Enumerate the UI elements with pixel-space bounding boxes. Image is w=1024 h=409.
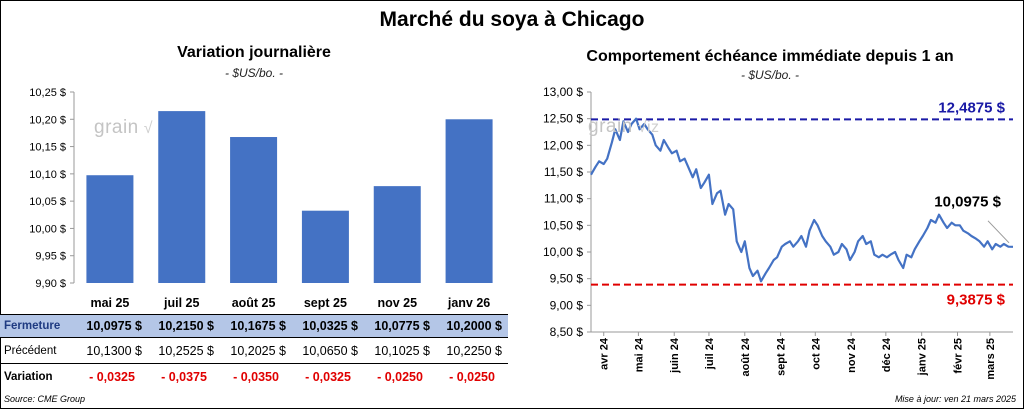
bar-x-axis: mai 25 juil 25 août 25 sept 25 nov 25 janv 26 — [90, 296, 490, 310]
bar — [86, 175, 134, 283]
variation-cell: - 0,0350 — [220, 363, 292, 389]
bar-y-tick-label: 9,90 $ — [35, 278, 66, 290]
right-chart-title: Comportement échéance immédiate depuis 1… — [586, 48, 954, 65]
variation-cell: - 0,0325 — [76, 363, 148, 389]
line-x-tick-label: févr 25 — [953, 338, 965, 373]
prev-cell: 10,1300 $ — [86, 343, 142, 358]
line-y-tick-label: 9,00 $ — [550, 298, 584, 312]
line-x-tick-label: avr 24 — [599, 337, 611, 370]
bar-y-tick-label: 10,25 $ — [29, 87, 66, 99]
line-y-tick-label: 11,50 $ — [544, 165, 583, 179]
line-x-tick-label: oct 24 — [810, 337, 822, 370]
row-label-close: Fermeture — [0, 314, 76, 338]
grain-watermark-right: grain √iz — [588, 116, 660, 137]
line-x-tick-label: janv 25 — [917, 338, 929, 376]
bar-series — [86, 111, 493, 284]
close-cell: 10,0775 $ — [364, 314, 436, 338]
bar-category-label: juil 25 — [163, 296, 199, 310]
bar-category-label: nov 25 — [377, 296, 417, 310]
line-y-tick-label: 11,00 $ — [544, 192, 583, 206]
bar — [158, 111, 206, 283]
line-y-axis: 8,50 $ 9,00 $ 9,50 $ 10,00 $ 10,50 $ 11,00 $ 1… — [543, 85, 1013, 339]
line-y-tick-label: 9,50 $ — [550, 272, 584, 286]
left-chart-unit: - $US/bo. - — [224, 66, 284, 80]
line-x-tick-label: déc 24 — [881, 337, 893, 372]
line-x-tick-label: nov 24 — [846, 337, 858, 373]
last-value-leader — [987, 220, 1010, 244]
close-cell: 10,2000 $ — [436, 314, 508, 338]
bar-category-label: janv 26 — [447, 296, 490, 310]
bar — [230, 137, 278, 283]
line-x-tick-label: juil 24 — [704, 337, 716, 370]
right-chart-unit: - $US/bo. - — [740, 68, 800, 82]
left-chart-title: Variation journalière — [177, 44, 331, 61]
row-label-variation: Variation — [0, 363, 76, 389]
prev-cell: 10,0650 $ — [302, 343, 358, 358]
line-x-axis: avr 24 mai 24 juin 24 juil 24 août 24 sept 24… — [599, 332, 997, 380]
bar — [301, 210, 349, 283]
close-cell: 10,2150 $ — [148, 314, 220, 338]
last-value-label: 10,0975 $ — [934, 194, 1001, 211]
close-cell: 10,0975 $ — [76, 314, 148, 338]
bar-category-label: sept 25 — [304, 296, 347, 310]
line-y-tick-label: 10,00 $ — [543, 245, 583, 259]
grain-watermark-left: grain √ — [94, 117, 153, 138]
table-row-prev: Précédent 10,1300 $ 10,2525 $ 10,2025 $ … — [0, 338, 508, 364]
line-y-tick-label: 12,50 $ — [543, 112, 583, 126]
variation-cell: - 0,0250 — [364, 363, 436, 389]
updated-note: Mise à jour: ven 21 mars 2025 — [894, 394, 1016, 404]
bar-category-label: mai 25 — [90, 296, 129, 310]
bar-y-tick-label: 10,10 $ — [29, 169, 66, 181]
row-label-prev: Précédent — [4, 344, 57, 357]
line-annotations: 12,4875 $ 9,3875 $ 10,0975 $ — [934, 99, 1010, 309]
bar — [373, 186, 421, 283]
low-label: 9,3875 $ — [947, 292, 1006, 309]
variation-cell: - 0,0250 — [436, 363, 508, 389]
bar-y-tick-label: 10,00 $ — [29, 223, 66, 235]
line-chart: 8,50 $ 9,00 $ 9,50 $ 10,00 $ 10,50 $ 11,00 $ 1… — [543, 85, 1014, 380]
prev-cell: 10,2525 $ — [158, 343, 214, 358]
table-row-close: Fermeture 10,0975 $ 10,2150 $ 10,1675 $ … — [0, 314, 508, 338]
table-row-variation: Variation - 0,0325 - 0,0375 - 0,0350 - 0… — [0, 363, 508, 389]
line-x-tick-label: juin 24 — [669, 337, 681, 374]
prev-cell: 10,2250 $ — [446, 343, 502, 358]
close-cell: 10,0325 $ — [292, 314, 364, 338]
bar-chart: 9,90 $ 9,95 $ 10,00 $ 10,05 $ 10,10 $ 10,15 $… — [29, 87, 493, 310]
bar-y-tick-label: 10,15 $ — [29, 142, 66, 154]
line-x-tick-label: sept 24 — [776, 337, 788, 376]
variation-cell: - 0,0325 — [292, 363, 364, 389]
bar-y-tick-label: 9,95 $ — [35, 251, 66, 263]
reference-lines — [591, 118, 1013, 286]
line-y-tick-label: 12,00 $ — [543, 138, 583, 152]
line-y-tick-label: 10,50 $ — [543, 218, 583, 232]
line-y-tick-label: 13,00 $ — [543, 85, 583, 99]
bar-category-label: août 25 — [232, 296, 276, 310]
price-line — [590, 117, 1014, 283]
line-series — [590, 117, 1014, 283]
high-label: 12,4875 $ — [938, 99, 1005, 116]
page-title: Marché du soya à Chicago — [379, 8, 645, 31]
source-note: Source: CME Group — [4, 394, 86, 404]
bar-y-tick-label: 10,05 $ — [29, 196, 66, 208]
variation-cell: - 0,0375 — [148, 363, 220, 389]
line-x-tick-label: mars 25 — [985, 338, 997, 380]
close-cell: 10,1675 $ — [220, 314, 292, 338]
line-y-tick-label: 8,50 $ — [550, 325, 584, 339]
price-table: Fermeture 10,0975 $ 10,2150 $ 10,1675 $ … — [0, 314, 508, 389]
bar — [445, 119, 493, 284]
prev-cell: 10,1025 $ — [374, 343, 430, 358]
line-x-tick-label: mai 24 — [633, 337, 645, 372]
bar-y-tick-label: 10,20 $ — [29, 114, 66, 126]
bar-y-axis: 9,90 $ 9,95 $ 10,00 $ 10,05 $ 10,10 $ 10,15 $… — [29, 87, 75, 290]
line-x-tick-label: août 24 — [740, 337, 752, 376]
prev-cell: 10,2025 $ — [230, 343, 286, 358]
